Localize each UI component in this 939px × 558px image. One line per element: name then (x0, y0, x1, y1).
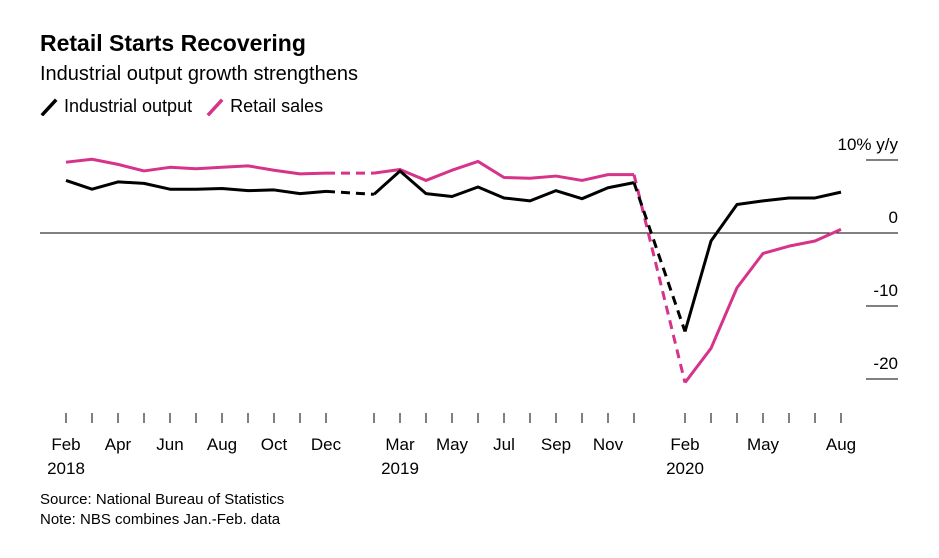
x-tick-label: Feb (51, 435, 80, 454)
chart-title: Retail Starts Recovering (40, 30, 306, 56)
x-tick-label: Jul (493, 435, 515, 454)
x-tick-label: Feb (670, 435, 699, 454)
x-tick-label: Aug (207, 435, 237, 454)
legend-label-industrial-output: Industrial output (64, 96, 193, 116)
series-line-retail-sales (683, 227, 842, 384)
data-note: Note: NBS combines Jan.-Feb. data (40, 511, 281, 528)
x-tick-label: Dec (311, 435, 342, 454)
x-tick-label: Nov (593, 435, 624, 454)
x-year-label: 2020 (666, 459, 704, 478)
y-tick-label: -20 (873, 354, 898, 373)
legend-swatch-retail-sales (206, 98, 224, 116)
chart-footer: Source: National Bureau of Statistics No… (40, 490, 284, 530)
series-line-industrial-output-dashed (325, 189, 375, 196)
legend-item-industrial-output: Industrial output (40, 96, 192, 117)
legend-item-retail-sales: Retail sales (206, 96, 323, 117)
source-note: Source: National Bureau of Statistics (40, 491, 285, 508)
x-tick-label: Apr (105, 435, 132, 454)
y-tick-label: 0 (889, 208, 898, 227)
series-line-industrial-output-dashed (632, 182, 687, 333)
chart-subtitle: Industrial output growth strengthens (40, 63, 358, 85)
x-tick-label: Jun (156, 435, 183, 454)
series-line-retail-sales (373, 159, 634, 182)
legend: Industrial output Retail sales (40, 96, 337, 117)
y-tick-label: -10 (873, 281, 898, 300)
x-year-label: 2019 (381, 459, 419, 478)
series-line-industrial-output (683, 190, 842, 332)
x-tick-label: Aug (826, 435, 856, 454)
series-line-industrial-output (372, 169, 635, 203)
series-line-industrial-output (65, 179, 327, 196)
x-tick-label: May (747, 435, 780, 454)
x-tick-label: Oct (261, 435, 288, 454)
x-tick-label: May (436, 435, 469, 454)
x-tick-label: Mar (385, 435, 415, 454)
series-line-retail-sales (65, 157, 327, 176)
legend-label-retail-sales: Retail sales (230, 96, 324, 116)
series-line-retail-sales-dashed (632, 174, 687, 384)
legend-swatch-industrial-output (40, 98, 58, 116)
x-tick-label: Sep (541, 435, 571, 454)
x-year-label: 2018 (47, 459, 85, 478)
y-tick-label: 10% y/y (838, 135, 899, 154)
